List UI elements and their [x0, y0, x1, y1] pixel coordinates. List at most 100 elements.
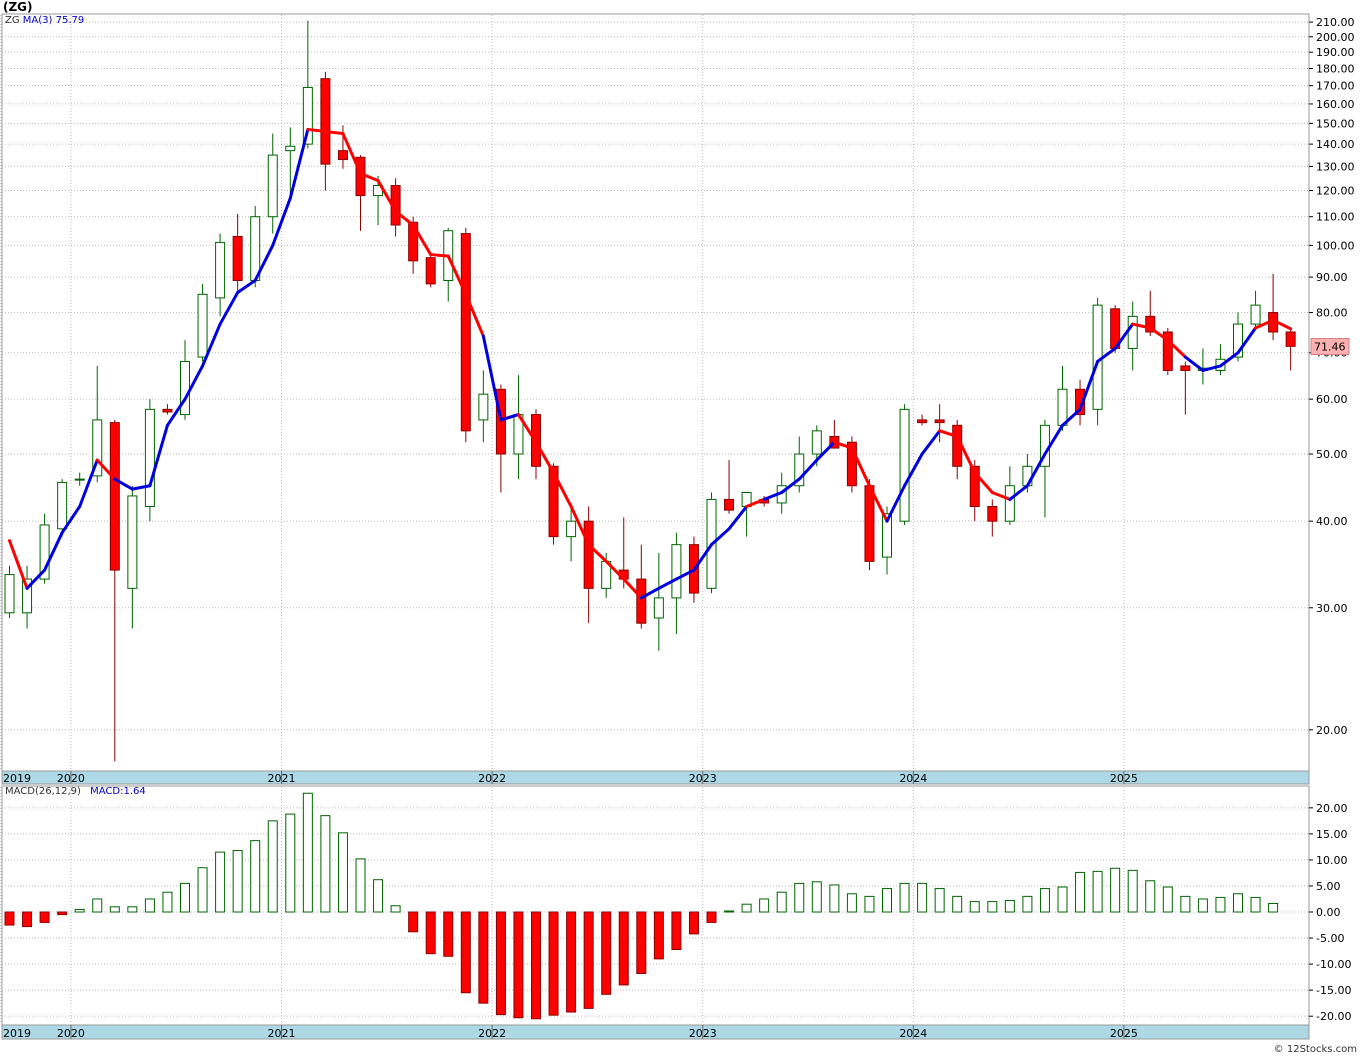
candle	[1162, 327, 1173, 376]
price-tick-label: 40.00	[1316, 515, 1348, 528]
candle-body-down	[1075, 388, 1086, 416]
candle-body-down	[969, 465, 980, 507]
macd-bar-positive	[162, 891, 173, 913]
macd-bar-positive	[882, 888, 892, 913]
candle-body-up	[1092, 304, 1103, 410]
legend-symbol: ZG	[5, 15, 20, 26]
price-tick-label: 80.00	[1316, 307, 1348, 320]
ma-segment	[165, 397, 187, 427]
macd-bar-positive	[302, 792, 313, 913]
ma-segment	[1271, 318, 1293, 331]
date-axis-label: 2020	[57, 772, 85, 785]
candle	[22, 565, 33, 629]
legend-ma-value: 75.79	[55, 15, 85, 26]
price-tick-label: 180.00	[1316, 62, 1355, 75]
ma-segment	[762, 490, 784, 501]
ma-segment	[323, 129, 345, 136]
ma-segment	[710, 527, 731, 547]
ma-segment	[1183, 355, 1205, 372]
ma-segment	[692, 543, 713, 572]
candle	[548, 463, 559, 545]
candle-body-up	[180, 360, 190, 416]
candle-body-up	[1004, 485, 1015, 522]
macd-bar-negative	[653, 911, 664, 960]
date-axis-label: 2022	[478, 1027, 506, 1040]
last-price-label: 71.46	[1314, 341, 1346, 354]
macd-tick-label: 20.00	[1316, 802, 1348, 815]
macd-bar-positive	[917, 882, 928, 913]
ma-segment	[1078, 359, 1100, 411]
ma-segment	[306, 127, 327, 133]
price-tick-label: 150.00	[1316, 117, 1355, 130]
ma-segment	[815, 440, 836, 462]
price-tick-label: 60.00	[1316, 393, 1348, 406]
ma-segment	[1025, 452, 1047, 488]
macd-bar-negative	[548, 911, 559, 1016]
date-axis-label: 2022	[478, 772, 506, 785]
macd-legend: MACD(26,12,9) MACD:1.64	[5, 786, 146, 797]
candle-body-up	[57, 481, 68, 530]
candle	[425, 254, 436, 288]
candle-body-up	[811, 430, 822, 455]
candle	[232, 213, 243, 291]
candle-body-down	[917, 419, 928, 424]
macd-bar-negative	[57, 911, 68, 916]
ma-segment	[657, 577, 678, 590]
ma-segment	[780, 477, 801, 494]
macd-bar-positive	[267, 820, 278, 913]
ma-segment	[1236, 326, 1258, 355]
macd-bar-negative	[636, 911, 647, 974]
macd-bar-negative	[618, 911, 629, 986]
candle-body-up	[39, 524, 50, 580]
price-tick-label: 120.00	[1316, 185, 1355, 198]
macd-tick-label: 5.00	[1316, 880, 1341, 893]
candle-body-up	[285, 145, 296, 152]
candle-body-up	[478, 393, 489, 421]
macd-bar-positive	[1145, 880, 1156, 913]
macd-bar-positive	[811, 881, 822, 913]
macd-date-axis	[1, 1024, 1310, 1040]
ma-segment	[148, 423, 169, 488]
ma-segment	[130, 484, 152, 491]
macd-bar-positive	[899, 882, 910, 913]
candle-body-up	[4, 574, 15, 614]
candle	[1075, 379, 1086, 426]
candle-body-up	[92, 419, 103, 477]
candle-body-down	[408, 221, 419, 262]
macd-bar-positive	[1075, 871, 1086, 913]
macd-bar-positive	[232, 850, 243, 913]
ma-segment	[885, 484, 907, 523]
candle-body-up	[267, 154, 278, 218]
ma-segment	[288, 127, 310, 200]
date-axis-label: 2025	[1110, 1027, 1138, 1040]
macd-bar-positive	[109, 906, 120, 913]
macd-bar-negative	[706, 911, 717, 923]
candle	[583, 506, 594, 624]
macd-bar-positive	[250, 840, 261, 913]
macd-bar-positive	[741, 903, 752, 913]
macd-bar-positive	[215, 851, 226, 913]
date-axis-label: 2023	[689, 772, 717, 785]
candle-body-down	[337, 150, 348, 161]
candle-body-up	[653, 597, 664, 619]
ma-segment	[376, 179, 398, 213]
candle	[57, 479, 68, 537]
macd-bar-positive	[1004, 900, 1015, 913]
candle-body-down	[724, 498, 735, 511]
candle	[934, 404, 945, 443]
candle	[917, 414, 928, 426]
candle-body-down	[1162, 331, 1173, 371]
candle-body-down	[1285, 331, 1296, 347]
candle	[267, 133, 278, 234]
candle-body-down	[320, 78, 331, 165]
copyright-text: © 12Stocks.com	[1273, 1044, 1357, 1055]
candle	[899, 404, 910, 525]
macd-bar-negative	[531, 911, 541, 1020]
candle-body-up	[302, 86, 313, 145]
legend-ma-label: MA(3)	[22, 15, 53, 26]
macd-bar-negative	[443, 911, 454, 957]
candle-body-up	[1233, 323, 1243, 358]
candle-body-down	[1145, 315, 1156, 333]
candle-body-down	[583, 520, 594, 589]
